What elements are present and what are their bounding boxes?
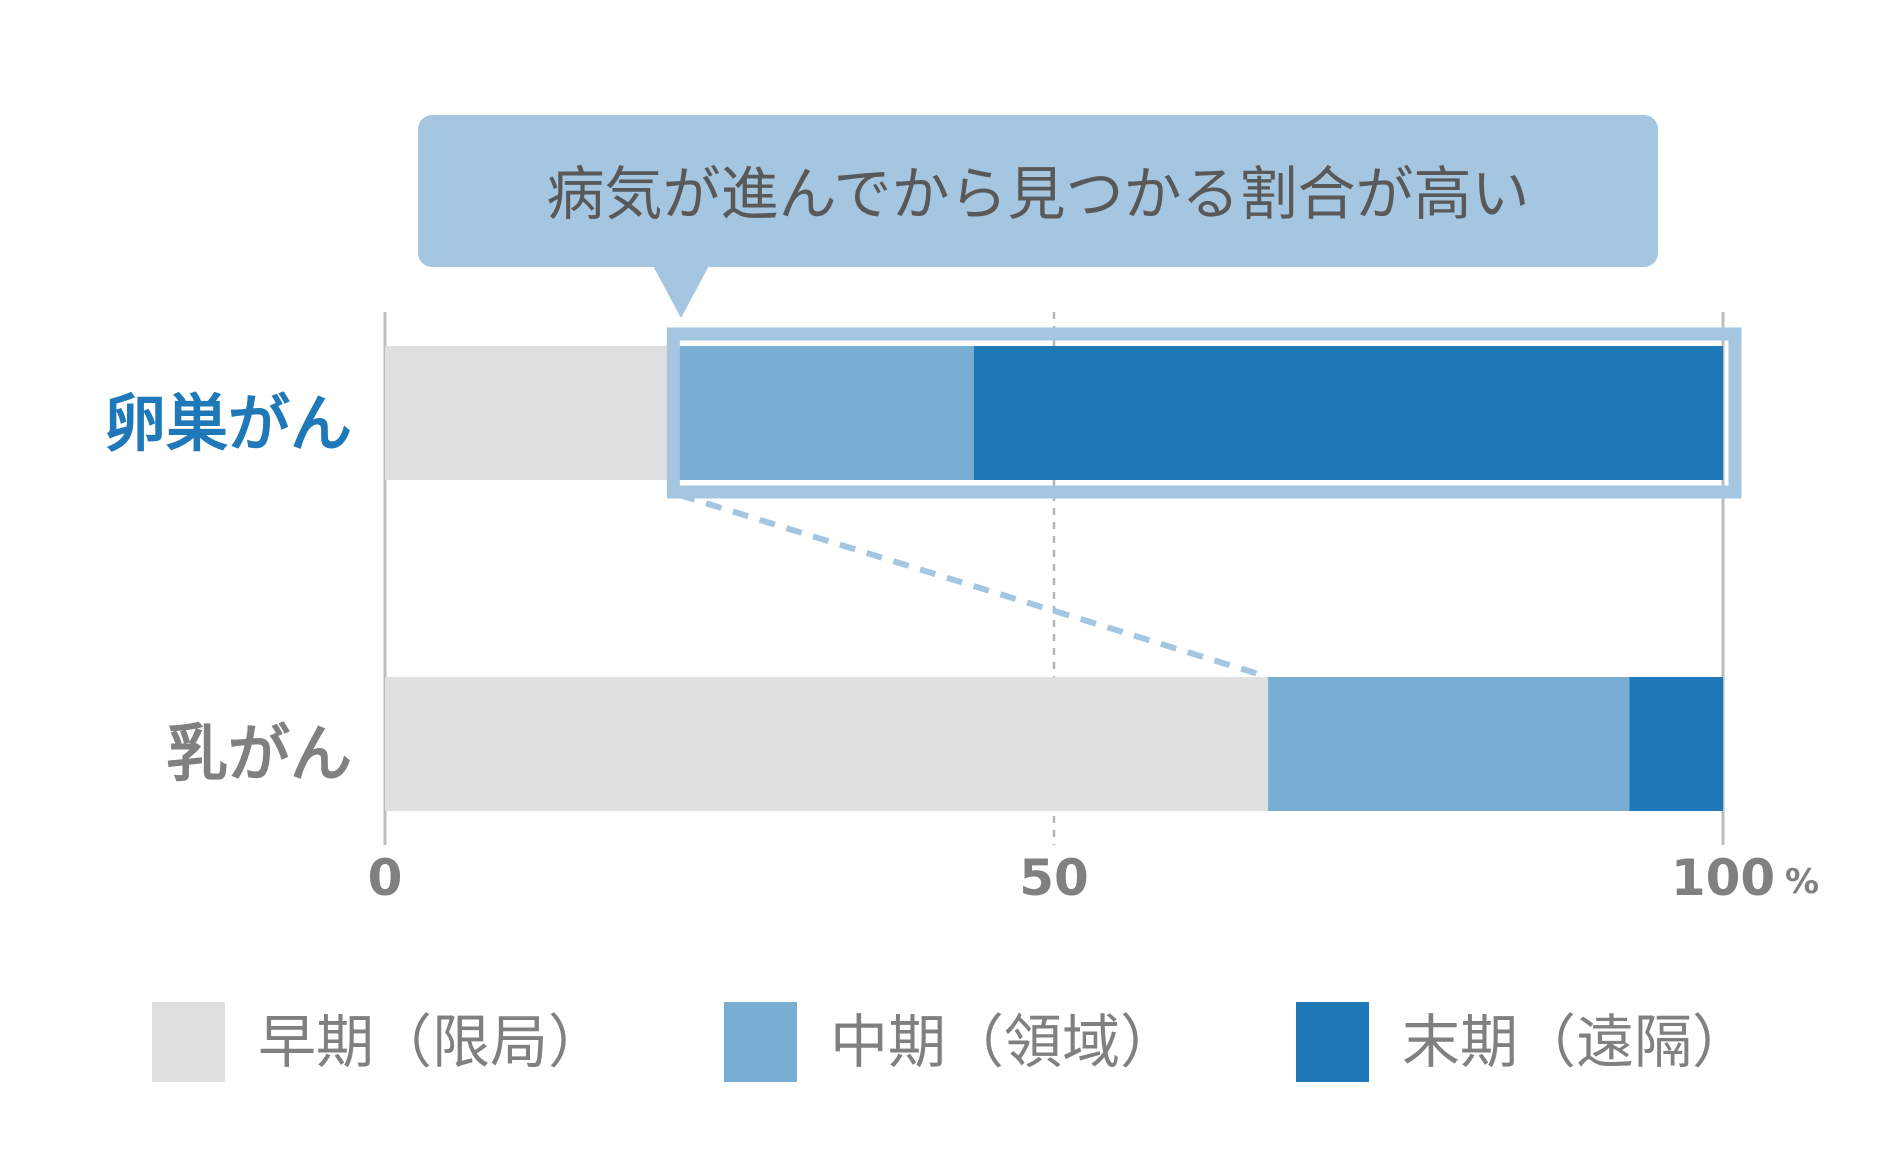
bar-breast-mid [1268,677,1630,811]
x-tick-label-0: 0 [368,849,403,907]
bar-ovarian-late [973,346,1723,480]
x-axis-unit: % [1785,862,1819,902]
legend-swatch-mid [724,1002,797,1082]
bar-breast-early [385,677,1269,811]
legend-swatch-early [152,1002,225,1082]
legend-swatch-late [1296,1002,1369,1082]
axis-layer: 0 50 100 % [368,849,1819,907]
bar-ovarian-early [385,346,680,480]
x-tick-label-100: 100 [1671,849,1775,907]
bar-ovarian-mid [679,346,974,480]
category-label-breast: 乳がん [166,717,352,790]
callout-box [418,115,1658,267]
highlight-frame [666,327,1742,499]
bar-breast-late [1629,677,1723,811]
legend: 早期（限局） 中期（領域） 末期（遠隔） [152,1002,1750,1082]
x-tick-label-50: 50 [1019,849,1089,907]
bars-layer [385,346,1723,811]
callout-text: 病気が進んでから見つかる割合が高い [546,160,1529,228]
legend-label-late: 末期（遠隔） [1402,1008,1750,1076]
callout: 病気が進んでから見つかる割合が高い [418,115,1658,318]
connector-dashed-line [678,492,1269,680]
legend-label-mid: 中期（領域） [830,1008,1178,1076]
category-labels: 卵巣がん 乳がん [104,387,352,790]
legend-label-early: 早期（限局） [258,1008,606,1076]
callout-pointer [652,264,710,318]
highlight-layer [666,327,1742,680]
category-label-ovarian: 卵巣がん [104,387,352,460]
